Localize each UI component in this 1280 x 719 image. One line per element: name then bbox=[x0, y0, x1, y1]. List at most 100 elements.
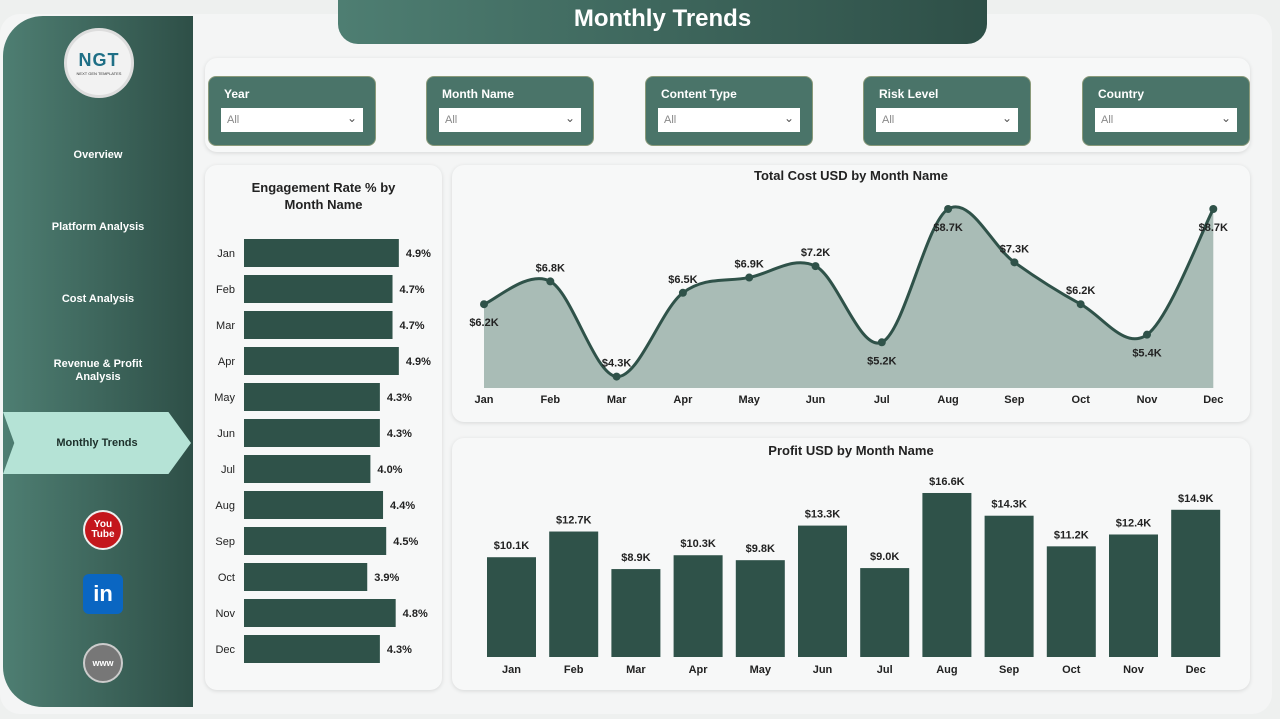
data-label: 4.9% bbox=[406, 248, 431, 260]
x-tick-label: Nov bbox=[1137, 394, 1159, 406]
youtube-icon[interactable]: You Tube bbox=[83, 510, 123, 550]
x-tick-label: Jan bbox=[475, 394, 494, 406]
data-label: $9.0K bbox=[870, 551, 899, 563]
data-label: 4.5% bbox=[393, 536, 418, 548]
bar bbox=[244, 275, 393, 303]
data-label: $6.8K bbox=[536, 262, 565, 274]
data-label: 4.8% bbox=[403, 608, 428, 620]
data-label: $14.3K bbox=[991, 499, 1027, 511]
cost-area-chart: $6.2K Jan $6.8K Feb $4.3K Mar $6.5K Apr $6.9K May… bbox=[469, 205, 1228, 406]
filter-value: All bbox=[1101, 114, 1114, 126]
bar bbox=[1046, 546, 1096, 657]
data-label: 4.3% bbox=[387, 392, 412, 404]
data-label: $14.9K bbox=[1178, 493, 1214, 505]
x-tick-label: Aug bbox=[937, 394, 958, 406]
filter-value: All bbox=[445, 114, 458, 126]
filter-dropdown[interactable]: All ⌄ bbox=[221, 108, 363, 132]
nav-overview[interactable]: Overview bbox=[73, 149, 123, 161]
data-point bbox=[546, 277, 555, 286]
linkedin-icon[interactable]: in bbox=[83, 574, 123, 614]
x-tick-label: Apr bbox=[673, 394, 693, 406]
data-label: $16.6K bbox=[929, 476, 965, 488]
filter-dropdown[interactable]: All ⌄ bbox=[1095, 108, 1237, 132]
logo-text: NGT bbox=[78, 50, 120, 70]
category-label: Mar bbox=[216, 320, 235, 332]
data-label: 4.7% bbox=[400, 284, 425, 296]
data-label: $7.3K bbox=[1000, 243, 1029, 255]
filter-content-type: Content Type All ⌄ bbox=[645, 76, 813, 146]
bar bbox=[1171, 509, 1221, 657]
bar bbox=[244, 455, 371, 483]
filter-dropdown[interactable]: All ⌄ bbox=[658, 108, 800, 132]
logo: NGT NEXT GEN TEMPLATES bbox=[64, 28, 134, 98]
page-title: Monthly Trends bbox=[338, 0, 987, 44]
data-point bbox=[678, 288, 687, 297]
engagement-bar-chart: Jan 4.9% Feb 4.7% Mar 4.7% Apr 4.9% May 4.3% Jun 4.… bbox=[214, 239, 431, 663]
sidebar: NGT NEXT GEN TEMPLATES Overview Platform … bbox=[3, 16, 193, 707]
area-fill bbox=[484, 206, 1214, 388]
bar bbox=[244, 239, 399, 267]
category-label: Dec bbox=[215, 644, 235, 656]
data-label: $5.4K bbox=[1132, 348, 1161, 360]
bar bbox=[244, 347, 399, 375]
bar bbox=[611, 569, 661, 657]
x-tick-label: Jul bbox=[874, 394, 890, 406]
data-label: $7.2K bbox=[801, 247, 830, 259]
x-tick-label: May bbox=[750, 664, 772, 676]
globe-icon[interactable]: www bbox=[83, 643, 123, 683]
bar bbox=[244, 383, 380, 411]
data-point bbox=[745, 273, 754, 282]
bar bbox=[860, 568, 910, 657]
x-tick-label: Jul bbox=[877, 664, 893, 676]
filter-month-name: Month Name All ⌄ bbox=[426, 76, 594, 146]
filter-label: Risk Level bbox=[879, 87, 939, 101]
category-label: Feb bbox=[216, 284, 235, 296]
data-label: $12.4K bbox=[1116, 517, 1152, 529]
bar bbox=[244, 563, 368, 591]
filter-dropdown[interactable]: All ⌄ bbox=[876, 108, 1018, 132]
data-point bbox=[944, 205, 953, 213]
data-label: $10.1K bbox=[494, 540, 530, 552]
filter-label: Year bbox=[224, 87, 250, 101]
bar bbox=[673, 555, 723, 657]
data-label: 4.9% bbox=[406, 356, 431, 368]
chevron-down-icon: ⌄ bbox=[346, 111, 357, 125]
x-tick-label: Aug bbox=[936, 664, 957, 676]
nav-cost-analysis[interactable]: Cost Analysis bbox=[61, 293, 135, 305]
data-point bbox=[811, 262, 820, 271]
x-tick-label: May bbox=[738, 394, 760, 406]
data-point bbox=[1010, 258, 1019, 267]
x-tick-label: Feb bbox=[541, 394, 561, 406]
data-label: $13.3K bbox=[805, 509, 841, 521]
data-label: $9.8K bbox=[746, 543, 775, 555]
category-label: Nov bbox=[215, 608, 235, 620]
category-label: Jan bbox=[217, 248, 235, 260]
data-point bbox=[1209, 205, 1218, 213]
filter-risk-level: Risk Level All ⌄ bbox=[863, 76, 1031, 146]
data-label: 4.3% bbox=[387, 428, 412, 440]
nav-revenue-profit[interactable]: Revenue & Profit Analysis bbox=[53, 358, 143, 383]
x-tick-label: Sep bbox=[1004, 394, 1024, 406]
bar bbox=[244, 599, 396, 627]
filter-value: All bbox=[882, 114, 895, 126]
data-label: 4.7% bbox=[400, 320, 425, 332]
data-label: $6.2K bbox=[1066, 285, 1095, 297]
filter-dropdown[interactable]: All ⌄ bbox=[439, 108, 581, 132]
filter-value: All bbox=[664, 114, 677, 126]
category-label: Sep bbox=[215, 536, 235, 548]
chart-title: Engagement Rate % by Month Name bbox=[251, 180, 396, 212]
data-label: $8.7K bbox=[933, 222, 962, 234]
bar bbox=[244, 635, 380, 663]
data-label: $12.7K bbox=[556, 515, 592, 527]
x-tick-label: Nov bbox=[1123, 664, 1145, 676]
cost-chart-card: Total Cost USD by Month Name $6.2K Jan $6.… bbox=[452, 165, 1250, 422]
category-label: Oct bbox=[218, 572, 235, 584]
nav-monthly-trends[interactable]: Monthly Trends bbox=[3, 412, 191, 474]
data-label: 4.0% bbox=[377, 464, 402, 476]
nav-platform-analysis[interactable]: Platform Analysis bbox=[51, 221, 145, 233]
chart-title: Profit USD by Month Name bbox=[768, 443, 934, 458]
filter-value: All bbox=[227, 114, 240, 126]
x-tick-label: Mar bbox=[607, 394, 627, 406]
chart-title: Total Cost USD by Month Name bbox=[753, 168, 949, 183]
data-label: $6.2K bbox=[469, 317, 498, 329]
